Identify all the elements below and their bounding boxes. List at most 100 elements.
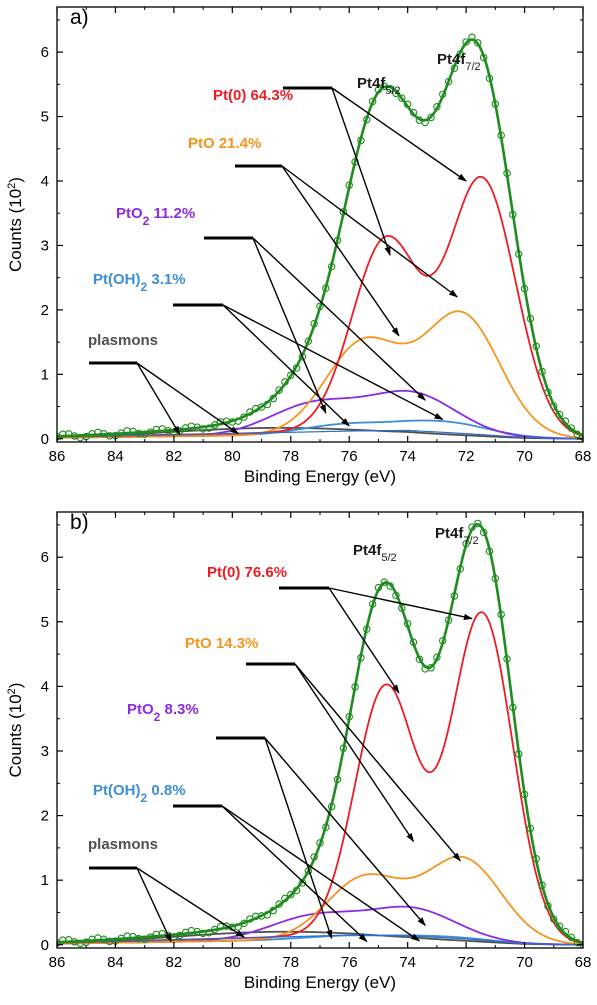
- annotation-arrow: [221, 805, 368, 943]
- data-point: [105, 937, 114, 946]
- data-point: [298, 353, 307, 361]
- y-tick-label: 1: [41, 366, 49, 383]
- x-tick-label: 84: [107, 448, 124, 465]
- envelope-fit-line: [57, 38, 583, 438]
- data-point: [269, 906, 277, 915]
- plot-frame: [56, 6, 584, 443]
- annotation-pt0: Pt(0) 76.6%: [207, 564, 473, 694]
- data-point: [374, 583, 383, 592]
- data-point: [310, 853, 318, 861]
- y-axis-title: Counts (102): [6, 683, 25, 778]
- data-point: [146, 933, 155, 941]
- data-point: [263, 400, 272, 409]
- envelope-fit-line: [57, 522, 583, 944]
- data-point: [316, 839, 324, 847]
- data-point: [322, 284, 330, 293]
- component-curve-pt0: [57, 611, 583, 945]
- annotation-arrow: [264, 737, 426, 927]
- data-point: [292, 364, 301, 372]
- x-tick-label: 70: [516, 954, 533, 971]
- data-point: [433, 103, 441, 111]
- annotation-arrow: [294, 663, 461, 862]
- x-tick-label: 78: [282, 448, 299, 465]
- annotation-pto2: PtO2 11.2%: [116, 205, 426, 414]
- y-tick-label: 4: [41, 173, 49, 190]
- y-tick-label: 5: [41, 109, 49, 126]
- data-point: [555, 410, 564, 419]
- data-point: [485, 547, 494, 555]
- x-tick-label: 82: [166, 448, 183, 465]
- annotation-ptoh2: Pt(OH)2 0.8%: [93, 782, 421, 943]
- data-point: [491, 574, 500, 583]
- y-tick-label: 6: [41, 44, 49, 61]
- x-tick-label: 84: [107, 954, 124, 971]
- peak-label-pt4f72: Pt4f7/2: [437, 51, 481, 73]
- x-tick-label: 68: [575, 954, 592, 971]
- data-point: [450, 64, 459, 73]
- data-point: [333, 775, 342, 784]
- data-point: [246, 408, 254, 416]
- x-tick-label: 70: [516, 448, 533, 465]
- peak-label-pt4f52: Pt4f5/2: [357, 75, 401, 97]
- annotation-label-ptoh2: Pt(OH)2 0.8%: [93, 782, 186, 805]
- annotation-pto2: PtO2 8.3%: [127, 701, 426, 940]
- x-tick-label: 76: [341, 448, 358, 465]
- data-point: [304, 337, 313, 345]
- y-tick-label: 6: [41, 549, 49, 566]
- data-point: [316, 302, 324, 311]
- annotation-plasmons: plasmons: [88, 332, 239, 436]
- data-point: [415, 655, 424, 663]
- data-point: [292, 886, 301, 895]
- data-point: [386, 582, 394, 590]
- annotation-arrow: [221, 805, 421, 942]
- data-point: [333, 236, 342, 245]
- data-point: [444, 77, 453, 86]
- data-point: [497, 131, 505, 140]
- data-point: [380, 578, 389, 586]
- annotation-label-pto2: PtO2 8.3%: [127, 701, 199, 724]
- data-point: [339, 208, 348, 216]
- y-tick-label: 3: [41, 743, 49, 760]
- data-point: [544, 902, 552, 910]
- data-point: [427, 664, 435, 672]
- panel-label: b): [70, 511, 89, 534]
- y-tick-label: 4: [41, 678, 49, 695]
- data-point: [444, 616, 453, 624]
- annotation-arrow: [136, 362, 239, 435]
- background-line: [57, 934, 583, 946]
- data-point: [538, 881, 546, 890]
- data-point: [368, 97, 377, 106]
- data-point: [357, 136, 365, 145]
- component-curve-plasmons: [57, 930, 583, 946]
- annotation-arrow: [222, 304, 350, 427]
- data-point: [438, 90, 447, 98]
- data-point: [450, 592, 459, 600]
- data-point: [474, 519, 482, 528]
- data-point: [211, 421, 219, 429]
- x-tick-label: 86: [49, 448, 66, 465]
- y-tick-label: 2: [41, 808, 49, 825]
- data-point: [468, 523, 476, 531]
- data-point: [240, 413, 248, 421]
- data-point: [526, 824, 535, 833]
- annotation-arrow: [331, 87, 391, 256]
- data-point: [538, 367, 546, 376]
- data-point: [211, 925, 219, 934]
- annotation-arrow: [252, 237, 426, 401]
- annotation-plasmons: plasmons: [88, 836, 245, 943]
- data-point: [322, 823, 330, 831]
- data-point: [398, 604, 406, 612]
- annotation-arrow: [281, 165, 400, 337]
- y-tick-label: 3: [41, 237, 49, 254]
- data-point: [287, 890, 295, 899]
- data-point: [491, 100, 500, 108]
- data-point: [544, 388, 552, 397]
- data-point: [497, 610, 505, 619]
- annotation-label-pt0: Pt(0) 76.6%: [207, 564, 287, 581]
- data-point: [281, 378, 289, 386]
- data-point: [339, 744, 348, 752]
- component-curve-pto: [57, 855, 583, 946]
- annotation-arrow: [281, 165, 459, 298]
- y-tick-label: 5: [41, 614, 49, 631]
- x-tick-label: 80: [224, 448, 241, 465]
